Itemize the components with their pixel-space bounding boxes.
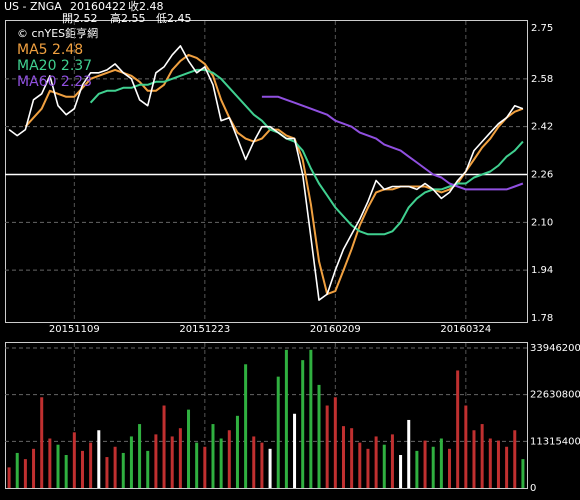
date: 20160422 bbox=[70, 0, 126, 13]
volume-bar bbox=[496, 440, 500, 488]
volume-bar bbox=[333, 397, 337, 488]
volume-bar bbox=[89, 442, 93, 488]
volume-bar bbox=[80, 450, 84, 488]
volume-bar bbox=[40, 397, 44, 488]
volume-bar bbox=[48, 438, 52, 488]
legend-entry: MA5 2.48 bbox=[17, 42, 83, 58]
volume-bar bbox=[203, 446, 207, 488]
volume-bar bbox=[480, 424, 484, 488]
high-quote: 高2.55 bbox=[110, 11, 146, 25]
volume-bar bbox=[317, 384, 321, 488]
volume-bar bbox=[505, 446, 509, 488]
volume-bar bbox=[138, 424, 142, 488]
low-quote: 低2.45 bbox=[156, 12, 192, 25]
open-quote: 開2.52 bbox=[62, 12, 98, 25]
volume-bar bbox=[23, 459, 27, 488]
ticker: US - ZNGA bbox=[4, 0, 62, 13]
y-tick-label: 2.75 bbox=[531, 23, 553, 34]
volume-bar bbox=[187, 409, 191, 488]
volume-bar bbox=[293, 413, 297, 488]
volume-bar bbox=[521, 459, 525, 488]
volume-bar bbox=[178, 428, 182, 488]
volume-bar bbox=[211, 424, 215, 488]
volume-bar bbox=[64, 455, 68, 488]
volume-bar bbox=[56, 444, 60, 488]
volume-bar bbox=[129, 436, 133, 488]
volume-bar bbox=[284, 349, 288, 488]
volume-bar bbox=[382, 444, 386, 488]
volume-bar bbox=[162, 405, 166, 488]
y-tick-label: 2.10 bbox=[531, 217, 553, 228]
ma-line bbox=[89, 68, 524, 236]
y-tick-label: 2.58 bbox=[531, 74, 553, 85]
volume-bar bbox=[252, 436, 256, 488]
close-quote: 收2.48 bbox=[128, 0, 164, 13]
volume-bar bbox=[72, 432, 76, 488]
volume-bar bbox=[195, 442, 199, 488]
x-tick-label: 20151223 bbox=[179, 324, 230, 335]
volume-bar bbox=[121, 452, 125, 488]
x-tick-label: 20160209 bbox=[310, 324, 361, 335]
volume-tick-label: 22630800 bbox=[530, 390, 580, 401]
volume-tick-label: 33946200 bbox=[530, 343, 580, 354]
y-tick-label: 1.94 bbox=[531, 265, 553, 276]
volume-bar bbox=[244, 364, 248, 488]
volume-bar bbox=[358, 442, 362, 488]
volume-bar bbox=[301, 360, 305, 488]
volume-bar bbox=[456, 370, 460, 488]
volume-bar bbox=[325, 405, 329, 488]
volume-bar bbox=[260, 442, 264, 488]
volume-bar bbox=[7, 467, 11, 488]
volume-bar bbox=[488, 438, 492, 488]
volume-bar bbox=[268, 448, 272, 488]
volume-tick-label: 11315400 bbox=[530, 436, 580, 447]
volume-bar bbox=[448, 448, 452, 488]
volume-bar bbox=[235, 415, 239, 488]
volume-bar bbox=[472, 430, 476, 488]
source: © cnYES鉅亨網 bbox=[17, 26, 98, 40]
volume-bar bbox=[154, 434, 158, 488]
legend-entry: MA60 2.23 bbox=[17, 74, 92, 90]
ma-line bbox=[261, 95, 524, 191]
volume-bar bbox=[407, 419, 411, 488]
volume-bar bbox=[276, 376, 280, 488]
volume-tick-label: 0 bbox=[530, 483, 536, 494]
volume-bar bbox=[32, 448, 36, 488]
price-frame bbox=[5, 20, 528, 323]
volume-bar bbox=[97, 430, 101, 488]
volume-frame bbox=[5, 342, 528, 489]
volume-bar bbox=[113, 446, 117, 488]
volume-bar bbox=[415, 450, 419, 488]
y-tick-label: 2.26 bbox=[531, 169, 553, 180]
volume-bar bbox=[309, 349, 313, 488]
volume-bar bbox=[170, 436, 174, 488]
y-tick-label: 1.78 bbox=[531, 313, 553, 324]
volume-bar bbox=[399, 455, 403, 488]
volume-bar bbox=[219, 438, 223, 488]
volume-bar bbox=[390, 434, 394, 488]
volume-bar bbox=[15, 452, 19, 488]
volume-bar bbox=[227, 430, 231, 488]
volume-bar bbox=[423, 440, 427, 488]
x-tick-label: 20151109 bbox=[49, 324, 100, 335]
y-tick-label: 2.42 bbox=[531, 122, 553, 133]
volume-bar bbox=[464, 405, 468, 488]
volume-bar bbox=[146, 450, 150, 488]
volume-bar bbox=[366, 448, 370, 488]
legend-entry: MA20 2.37 bbox=[17, 58, 92, 74]
volume-bar bbox=[439, 438, 443, 488]
volume-bar bbox=[374, 436, 378, 488]
volume-bar bbox=[513, 430, 517, 488]
volume-bar bbox=[341, 426, 345, 488]
volume-bar bbox=[431, 446, 435, 488]
x-tick-label: 20160324 bbox=[440, 324, 491, 335]
price-line bbox=[8, 45, 524, 301]
volume-bar bbox=[105, 457, 109, 488]
volume-bar bbox=[350, 428, 354, 488]
